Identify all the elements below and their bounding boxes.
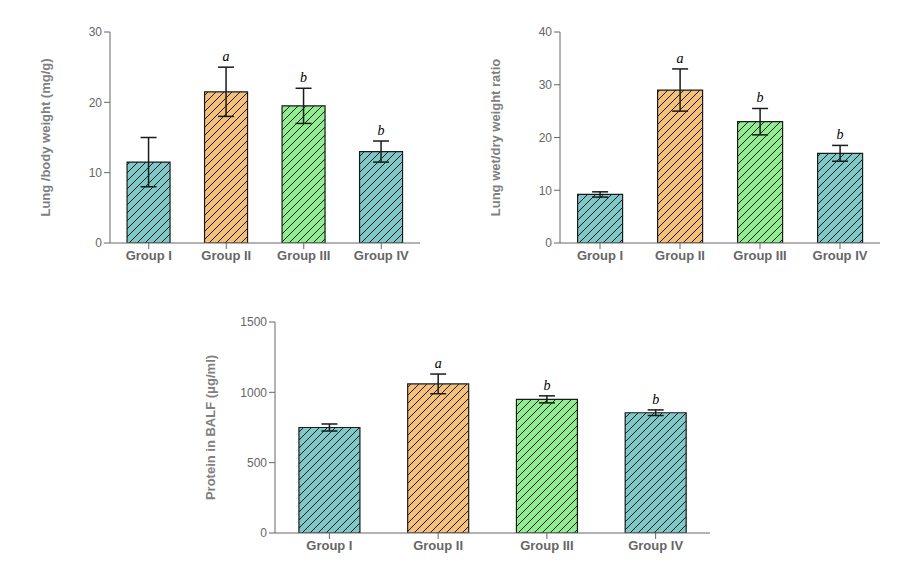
svg-text:b: b <box>543 378 550 393</box>
svg-text:Group I: Group I <box>126 248 172 263</box>
svg-text:Group II: Group II <box>201 248 251 263</box>
svg-text:30: 30 <box>89 25 103 39</box>
svg-text:Protein in BALF (μg/ml): Protein in BALF (μg/ml) <box>203 355 218 500</box>
svg-text:10: 10 <box>89 166 103 180</box>
svg-text:40: 40 <box>539 25 553 39</box>
svg-text:Group IV: Group IV <box>354 248 409 263</box>
svg-text:a: a <box>223 49 230 64</box>
svg-text:0: 0 <box>95 236 102 250</box>
svg-text:1000: 1000 <box>240 386 267 400</box>
svg-text:20: 20 <box>539 131 553 145</box>
svg-text:Group II: Group II <box>413 538 463 553</box>
svg-text:20: 20 <box>89 96 103 110</box>
svg-text:Group I: Group I <box>577 248 623 263</box>
svg-text:30: 30 <box>539 78 553 92</box>
svg-text:10: 10 <box>539 184 553 198</box>
svg-text:Group IV: Group IV <box>813 248 868 263</box>
svg-text:0: 0 <box>260 526 267 540</box>
svg-text:b: b <box>837 127 844 142</box>
svg-text:a: a <box>435 356 442 371</box>
svg-text:500: 500 <box>247 456 267 470</box>
svg-text:Group II: Group II <box>655 248 705 263</box>
svg-text:1500: 1500 <box>240 315 267 329</box>
svg-text:Group III: Group III <box>277 248 330 263</box>
svg-text:0: 0 <box>545 236 552 250</box>
svg-text:b: b <box>757 90 764 105</box>
svg-text:Group IV: Group IV <box>628 538 683 553</box>
svg-text:b: b <box>378 123 385 138</box>
svg-text:Lung /body weight (mg/g): Lung /body weight (mg/g) <box>38 58 53 216</box>
svg-text:a: a <box>677 51 684 66</box>
svg-text:Group III: Group III <box>520 538 573 553</box>
svg-text:b: b <box>300 70 307 85</box>
svg-text:b: b <box>652 392 659 407</box>
svg-text:Group III: Group III <box>733 248 786 263</box>
svg-text:Lung wet/dry weight ratio: Lung wet/dry weight ratio <box>488 59 503 217</box>
svg-text:Group I: Group I <box>306 538 352 553</box>
